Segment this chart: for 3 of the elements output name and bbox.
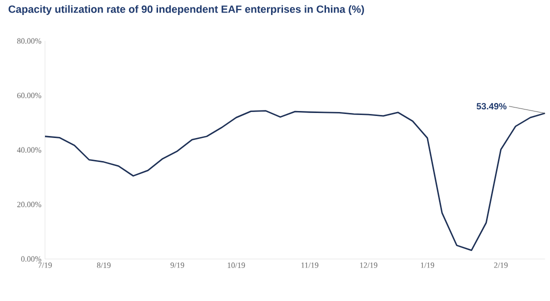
line-series	[44, 110, 546, 251]
data-label: 53.49%	[476, 103, 507, 110]
chart-title: Capacity utilization rate of 90 independent EAF enterprises in China (%)	[8, 5, 364, 15]
